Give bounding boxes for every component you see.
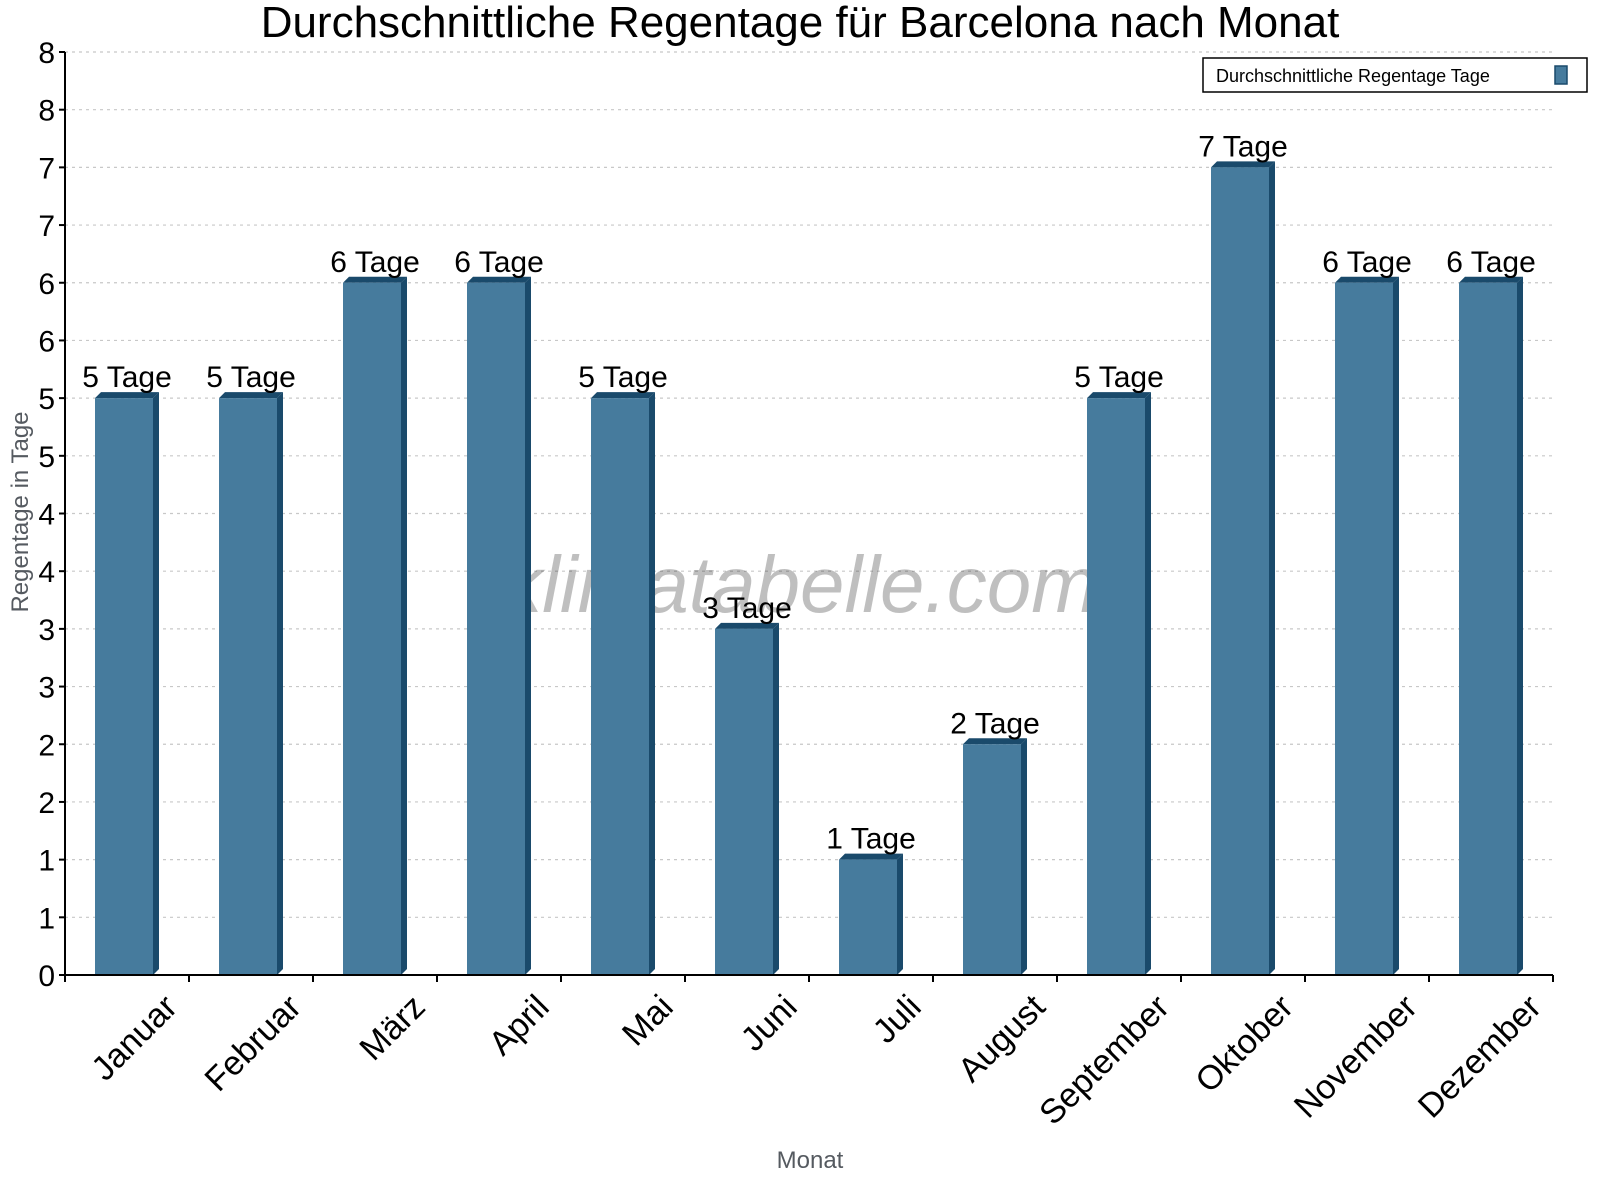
y-axis-ticks: 0 1 1 2 2 3 3 4 4 5 5 6 6 7 7 8 8 [38,37,65,993]
data-label: 3 Tage [702,592,792,625]
bar: 3 Tage [702,592,792,975]
x-tick-label: August [951,987,1053,1089]
bar: 7 Tage [1198,130,1288,975]
legend-swatch-icon [1554,65,1568,85]
y-tick-label: 6 [38,268,55,301]
gridlines [65,51,1553,918]
y-tick-label: 6 [38,325,55,358]
bar: 1 Tage [826,823,916,975]
y-tick-label: 7 [38,152,55,185]
data-label: 5 Tage [206,361,296,394]
y-tick-label: 2 [38,787,55,820]
x-tick-label: Dezember [1411,988,1549,1126]
bar: 6 Tage [1446,246,1536,975]
x-tick-label: Juni [734,988,805,1059]
bar: 5 Tage [206,361,296,975]
y-tick-label: 8 [38,37,55,70]
x-tick-label: Januar [84,988,184,1088]
x-tick-label: September [1032,988,1176,1132]
x-tick-label: April [482,988,557,1063]
legend-label: Durchschnittliche Regentage Tage [1216,66,1490,86]
data-label: 5 Tage [578,361,668,394]
bar: 2 Tage [950,707,1040,975]
y-tick-label: 7 [38,210,55,243]
y-tick-label: 4 [38,556,55,589]
bar: 5 Tage [1074,361,1164,975]
y-tick-label: 5 [38,441,55,474]
data-label: 6 Tage [1446,246,1536,279]
y-tick-label: 1 [38,902,55,935]
x-axis-ticks: Januar Februar März April Mai Juni Juli AugustS… [64,975,1554,1132]
x-tick-label: Mai [615,988,681,1054]
bar: 6 Tage [330,246,420,975]
data-label: 6 Tage [454,246,544,279]
y-tick-label: 1 [38,845,55,878]
data-label: 5 Tage [82,361,172,394]
x-tick-label: März [352,988,432,1068]
x-tick-label: Oktober [1188,988,1300,1100]
chart-title: Durchschnittliche Regentage für Barcelon… [261,0,1340,47]
bar: 5 Tage [82,361,172,975]
x-axis-title: Monat [777,1147,844,1174]
data-label: 5 Tage [1074,361,1164,394]
legend-box [1202,57,1588,93]
data-label: 1 Tage [826,823,916,856]
y-axis-title: Regentage in Tage [7,411,34,612]
bar: 6 Tage [454,246,544,975]
data-label: 6 Tage [1322,246,1412,279]
x-tick-label: Juli [866,988,929,1051]
x-tick-label: Februar [198,988,309,1099]
y-tick-label: 2 [38,729,55,762]
data-label: 7 Tage [1198,130,1288,163]
y-tick-label: 3 [38,614,55,647]
data-label: 2 Tage [950,707,1040,740]
y-tick-label: 5 [38,383,55,416]
bar: 6 Tage [1322,246,1412,975]
y-tick-label: 0 [38,960,55,993]
bar-series: 5 Tage 5 Tage 6 Tage 6 Tage 5 Tage 3 Tage 1 Ta… [82,130,1536,975]
y-tick-label: 3 [38,672,55,705]
y-tick-label: 8 [38,95,55,128]
data-label: 6 Tage [330,246,420,279]
x-tick-label: November [1287,988,1425,1126]
bar: 5 Tage [578,361,668,975]
legend: Durchschnittliche Regentage Tage [1202,57,1588,93]
y-tick-label: 4 [38,499,55,532]
